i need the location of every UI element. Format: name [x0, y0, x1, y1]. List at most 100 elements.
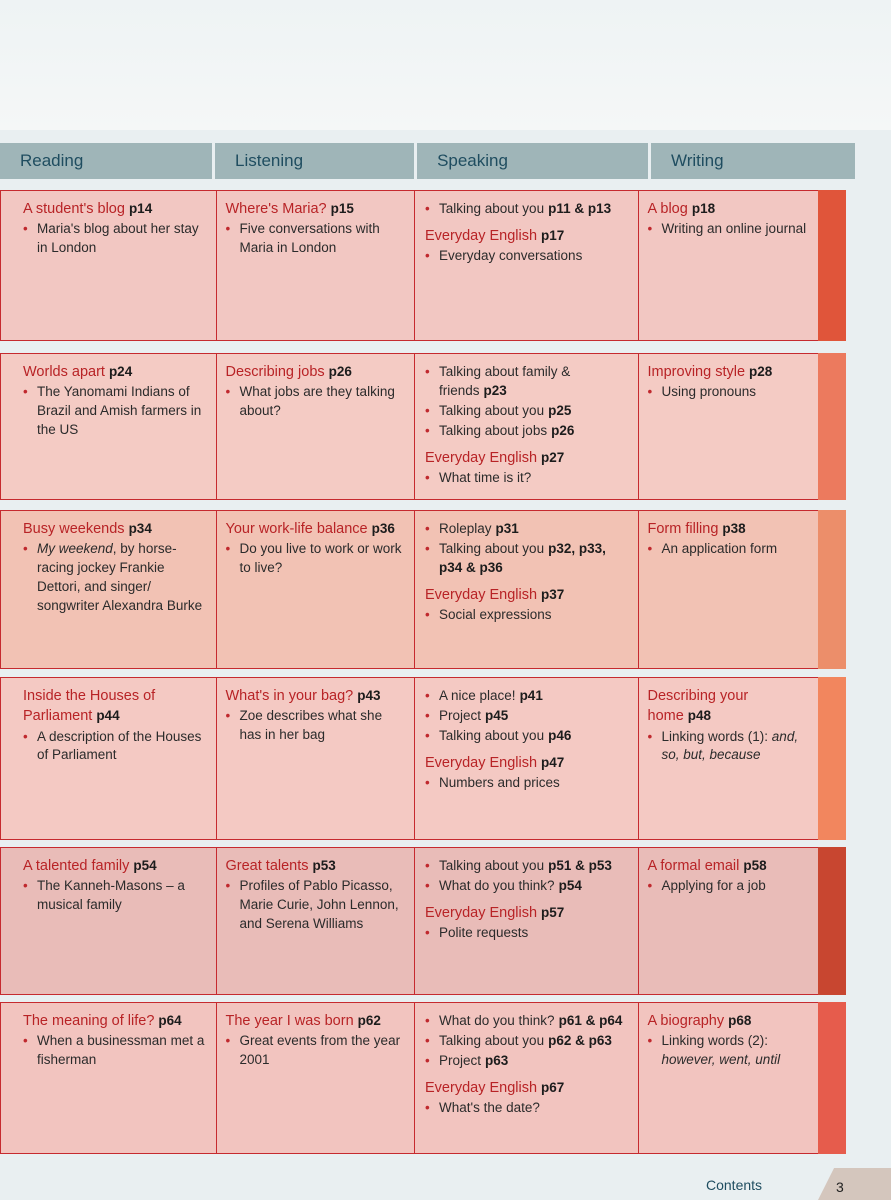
reading-cell: Inside the Houses of Parliamentp44A desc…: [0, 677, 217, 840]
section-heading: What's in your bag? p43: [226, 686, 405, 706]
reading-cell: The meaning of life?p64When a businessma…: [0, 1002, 217, 1154]
everyday-english: Everyday Englishp37Social expressions: [425, 585, 628, 625]
page-reference: p54: [558, 877, 582, 893]
section-heading: Everyday English p17: [425, 226, 628, 246]
bullet-text: What do you think?: [439, 1013, 555, 1028]
bullet-item: Do you live to work or work to live?: [226, 540, 405, 578]
bullet-item: Zoe describes what she has in her bag: [226, 707, 405, 745]
section-title: Everyday English: [425, 586, 538, 603]
page-reference: p24: [108, 364, 133, 379]
bullet-item: Great events from the year 2001: [226, 1032, 405, 1070]
bullet-item: Using pronouns: [648, 383, 809, 402]
section-title: Busy weekends: [23, 521, 125, 537]
page-reference: p62: [357, 1013, 381, 1028]
page-reference: p17: [541, 227, 565, 243]
section-heading: The year I was born p62: [226, 1011, 405, 1031]
bullet-text: Talking about you: [439, 201, 545, 216]
section-heading: Worlds apart p24: [23, 362, 206, 382]
section-heading: Everyday English p47: [425, 753, 628, 773]
page-reference: p32, p33, p34 & p36: [439, 540, 606, 575]
bullet-item: My weekend, by horse-racing jockey Frank…: [23, 540, 206, 616]
listening-cell: Your work-life balancep36Do you live to …: [215, 510, 416, 669]
bullet-item: Five conversations with Maria in London: [226, 220, 405, 258]
page-reference: p45: [485, 707, 509, 723]
page-reference: p27: [541, 449, 565, 465]
reading-cell: A talented familyp54The Kanneh-Masons – …: [0, 847, 217, 995]
listening-cell: The year I was bornp62Great events from …: [215, 1002, 416, 1154]
bullet-text: A nice place!: [439, 688, 516, 703]
page-reference: p44: [96, 708, 120, 724]
section-title: Worlds apart: [23, 364, 105, 380]
page-number: 3: [836, 1179, 844, 1195]
section-title: Where's Maria?: [225, 201, 327, 217]
page-reference: p64: [158, 1013, 182, 1028]
bullet-item: Maria's blog about her stay in London: [23, 220, 206, 258]
page-reference: p61 & p64: [558, 1013, 623, 1028]
section-heading: Describing jobs p26: [226, 362, 405, 382]
section-title: The meaning of life?: [23, 1013, 155, 1029]
bullet-item: Writing an online journal: [648, 220, 809, 239]
listening-cell: Describing jobsp26What jobs are they tal…: [215, 353, 416, 500]
bullet-italic: and, so, but, because: [661, 728, 799, 763]
section-title: A formal email: [647, 858, 740, 874]
bullet-text: Talking about you: [439, 858, 545, 873]
section-title: Everyday English: [425, 1079, 538, 1096]
bullet-text: Roleplay: [439, 521, 492, 536]
bullet-item: What's the date?: [425, 1099, 628, 1118]
unit-color-strip: [818, 847, 846, 995]
bullet-italic: however, went, until: [661, 1052, 781, 1068]
section-heading: A talented family p54: [23, 856, 206, 876]
unit-color-strip: [818, 510, 846, 669]
page-reference: p57: [541, 904, 565, 920]
bullet-text: , by horse-racing jockey Frankie Dettori…: [37, 541, 203, 613]
section-title: A biography: [647, 1013, 725, 1029]
section-heading: Your work-life balance p36: [226, 519, 405, 539]
section-title: A student's blog: [23, 201, 125, 217]
unit-row: Worlds apartp24The Yanomami Indians of B…: [0, 353, 852, 500]
bullet-item: What do you think?p61 & p64: [425, 1012, 628, 1031]
bullet-text: Linking words (2):: [661, 1033, 769, 1049]
page-reference: p11 & p13: [548, 201, 612, 216]
unit-color-strip: [818, 677, 846, 840]
page-reference: p47: [541, 754, 565, 770]
page-reference: p38: [722, 521, 746, 536]
section-title: Everyday English: [425, 904, 538, 921]
section-heading: Where's Maria? p15: [226, 199, 405, 219]
bullet-item: Social expressions: [425, 606, 628, 625]
section-title: The year I was born: [225, 1013, 354, 1029]
section-title: Your work-life balance: [225, 521, 368, 537]
bullet-item: Applying for a job: [648, 877, 809, 896]
section-title: Describing your home: [647, 688, 749, 725]
bullet-text: Project: [439, 707, 482, 723]
section-title: Everyday English: [425, 227, 538, 244]
bullet-italic: My weekend: [37, 541, 113, 557]
section-heading: A biography p68: [648, 1011, 809, 1031]
section-title: Improving style: [647, 364, 746, 380]
header-speaking: Speaking: [417, 143, 648, 179]
page-reference: p23: [483, 382, 507, 398]
page-reference: p34: [128, 521, 152, 536]
page-reference: p67: [541, 1079, 565, 1095]
section-title: A talented family: [23, 858, 130, 874]
page-number-tab: [818, 1168, 891, 1200]
speaking-cell: What do you think?p61 & p64Talking about…: [414, 1002, 639, 1154]
unit-color-strip: [818, 353, 846, 500]
section-heading: Describing your home p48: [648, 686, 809, 727]
page-reference: p63: [485, 1052, 509, 1068]
bullet-text: Talking about you: [439, 727, 545, 743]
page-reference: p14: [128, 201, 153, 216]
listening-cell: Great talentsp53Profiles of Pablo Picass…: [215, 847, 416, 995]
footer-contents-label: Contents: [706, 1177, 763, 1193]
